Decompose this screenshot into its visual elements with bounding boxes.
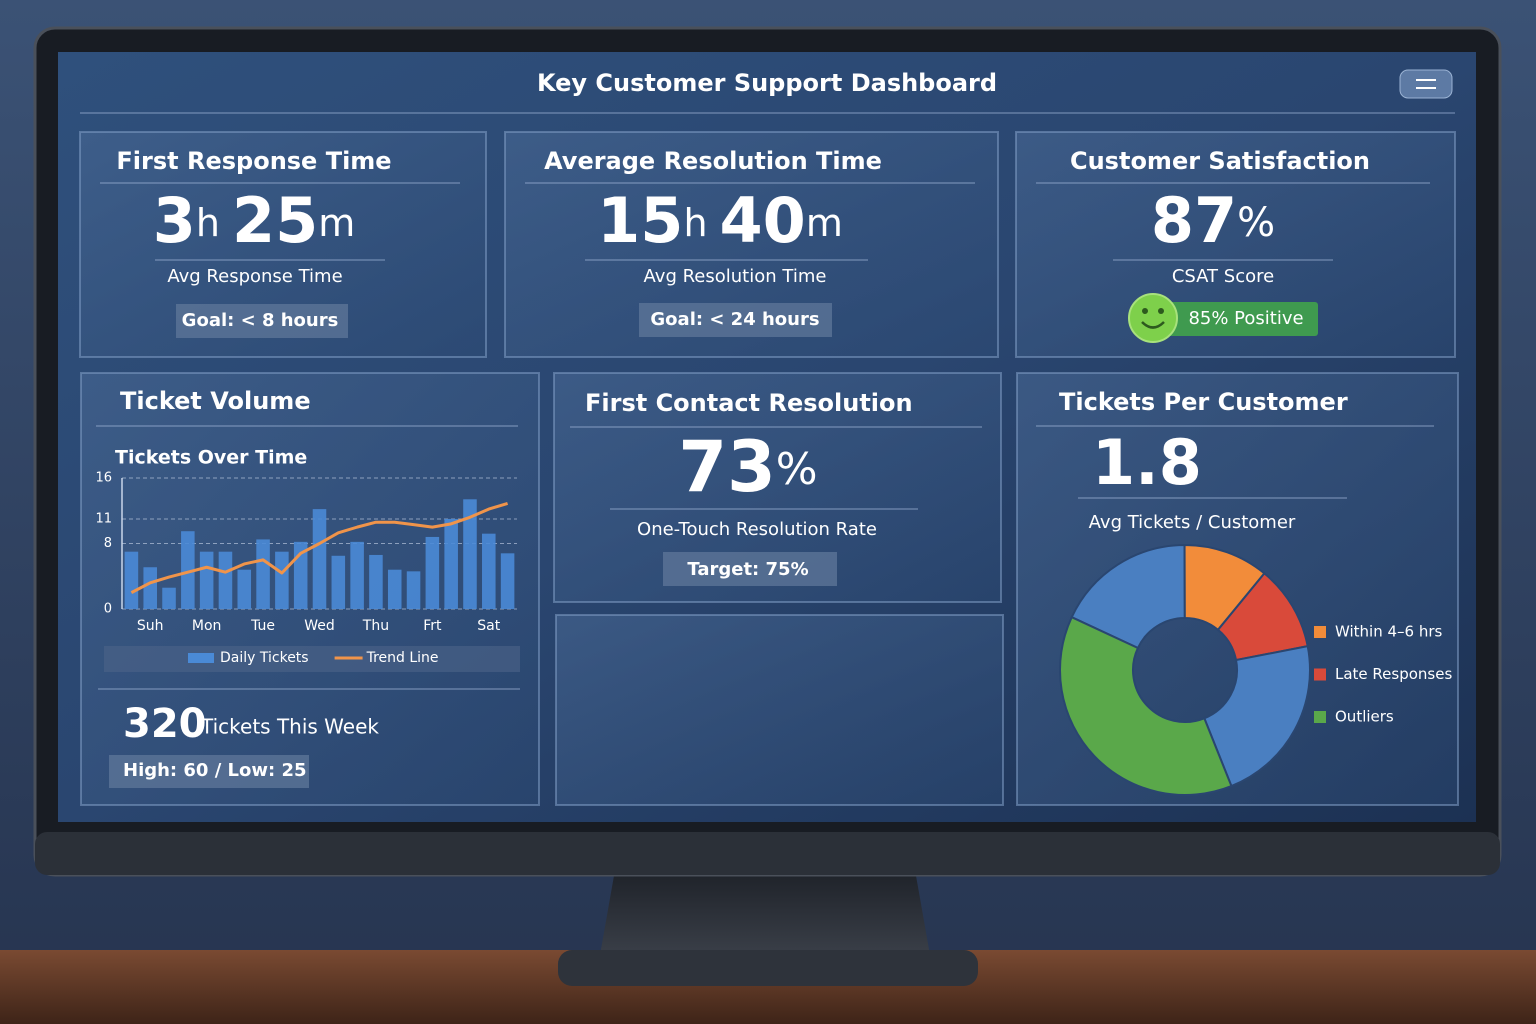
bar: [387, 569, 402, 609]
metric-value: 3h 25m: [153, 184, 356, 257]
bar: [143, 567, 157, 609]
metric-unit: %: [1237, 200, 1275, 246]
bar: [463, 499, 477, 609]
legend-swatch: [1314, 668, 1326, 681]
metric-number: 87: [1151, 184, 1237, 257]
bar: [275, 551, 289, 609]
bar: [256, 539, 270, 609]
smiley-eye: [1142, 308, 1148, 314]
y-tick-label: 16: [95, 471, 112, 486]
bar: [425, 536, 440, 609]
card-title: Ticket Volume: [120, 387, 311, 415]
card-title: Customer Satisfaction: [1070, 147, 1370, 175]
bar: [482, 533, 496, 609]
monitor-stand: [600, 870, 930, 955]
bar: [181, 531, 195, 609]
bar: [331, 555, 346, 609]
x-tick-label: Frt: [423, 618, 442, 634]
metric-unit: %: [776, 444, 818, 495]
legend-label: Late Responses: [1335, 665, 1452, 683]
range-pill: [109, 755, 309, 788]
metric-number: 40: [720, 184, 806, 257]
bar: [218, 551, 233, 609]
bar: [350, 541, 364, 609]
donut-segment: [1058, 615, 1233, 796]
bar: [444, 518, 458, 609]
x-tick-label: Suh: [137, 618, 164, 634]
goal-text: Goal: < 24 hours: [650, 309, 819, 330]
metric-unit: m: [806, 201, 843, 245]
monitor-chin: [35, 832, 1500, 875]
y-tick-label: 8: [104, 536, 112, 551]
y-tick-label: 11: [95, 511, 112, 526]
bar: [312, 509, 327, 609]
metric-value: 87%: [1151, 184, 1275, 257]
target-pill: [663, 552, 837, 586]
chart-title: Tickets Over Time: [115, 447, 307, 469]
metric-value: 73%: [678, 426, 817, 508]
menu-button[interactable]: [1399, 69, 1453, 99]
x-tick-label: Thu: [362, 618, 389, 634]
trend-line: [130, 501, 509, 594]
y-tick-label: 0: [104, 602, 112, 617]
metric-unit: h: [196, 201, 220, 245]
x-tick-label: Tue: [250, 618, 275, 634]
smiley-mouth: [1141, 321, 1165, 329]
bar: [124, 551, 139, 609]
legend-box: [104, 646, 520, 672]
x-tick-label: Mon: [192, 618, 222, 634]
badge-text: 85% Positive: [1188, 308, 1303, 329]
card-subtitle: Avg Resolution Time: [644, 266, 827, 287]
smiley-eye: [1158, 308, 1164, 314]
card-subtitle: Avg Tickets / Customer: [1089, 512, 1296, 533]
card-title: First Response Time: [116, 147, 391, 175]
card-title: First Contact Resolution: [585, 389, 913, 417]
card-title: Average Resolution Time: [544, 147, 882, 175]
x-tick-label: Sat: [477, 618, 500, 634]
range-text: High: 60 / Low: 25: [123, 760, 307, 781]
legend-swatch: [188, 653, 214, 663]
bar: [237, 569, 252, 609]
legend-label: Within 4–6 hrs: [1335, 623, 1443, 641]
metric-unit: m: [318, 201, 355, 245]
goal-text: Goal: < 8 hours: [182, 310, 339, 331]
dashboard-title: Key Customer Support Dashboard: [537, 69, 997, 97]
bar: [199, 551, 214, 609]
metric-value: 15h 40m: [597, 184, 843, 257]
metric-unit: h: [683, 201, 707, 245]
legend-label: Trend Line: [366, 650, 439, 666]
donut-segment: [1203, 644, 1311, 788]
card-title: Tickets Per Customer: [1059, 388, 1348, 416]
goal-pill: [176, 304, 348, 338]
smiley-icon: [1128, 293, 1178, 343]
metric-number: 73: [678, 426, 775, 508]
metric-value: 1.8: [1092, 426, 1202, 499]
badge-pill: [1140, 302, 1318, 336]
goal-pill: [639, 303, 832, 337]
bar: [162, 587, 176, 609]
total-value: 320: [123, 701, 207, 747]
legend-swatch: [1314, 626, 1326, 638]
metric-number: 25: [232, 184, 318, 257]
card: [80, 372, 540, 806]
monitor-base: [558, 950, 978, 986]
bar: [406, 571, 421, 609]
bar: [369, 554, 383, 609]
card-subtitle: CSAT Score: [1172, 266, 1274, 287]
card-subtitle: One-Touch Resolution Rate: [637, 519, 877, 540]
legend-swatch: [1314, 711, 1326, 723]
metric-number: 15: [597, 184, 683, 257]
legend-label: Daily Tickets: [220, 650, 309, 666]
target-text: Target: 75%: [687, 559, 808, 580]
donut-segment: [1070, 543, 1186, 650]
bar: [500, 553, 515, 609]
metric-number: 3: [153, 184, 196, 257]
total-label: Tickets This Week: [200, 715, 379, 739]
card-subtitle: Avg Response Time: [167, 266, 342, 287]
legend-label: Outliers: [1335, 708, 1394, 726]
card: [555, 614, 1004, 806]
x-tick-label: Wed: [304, 618, 335, 634]
